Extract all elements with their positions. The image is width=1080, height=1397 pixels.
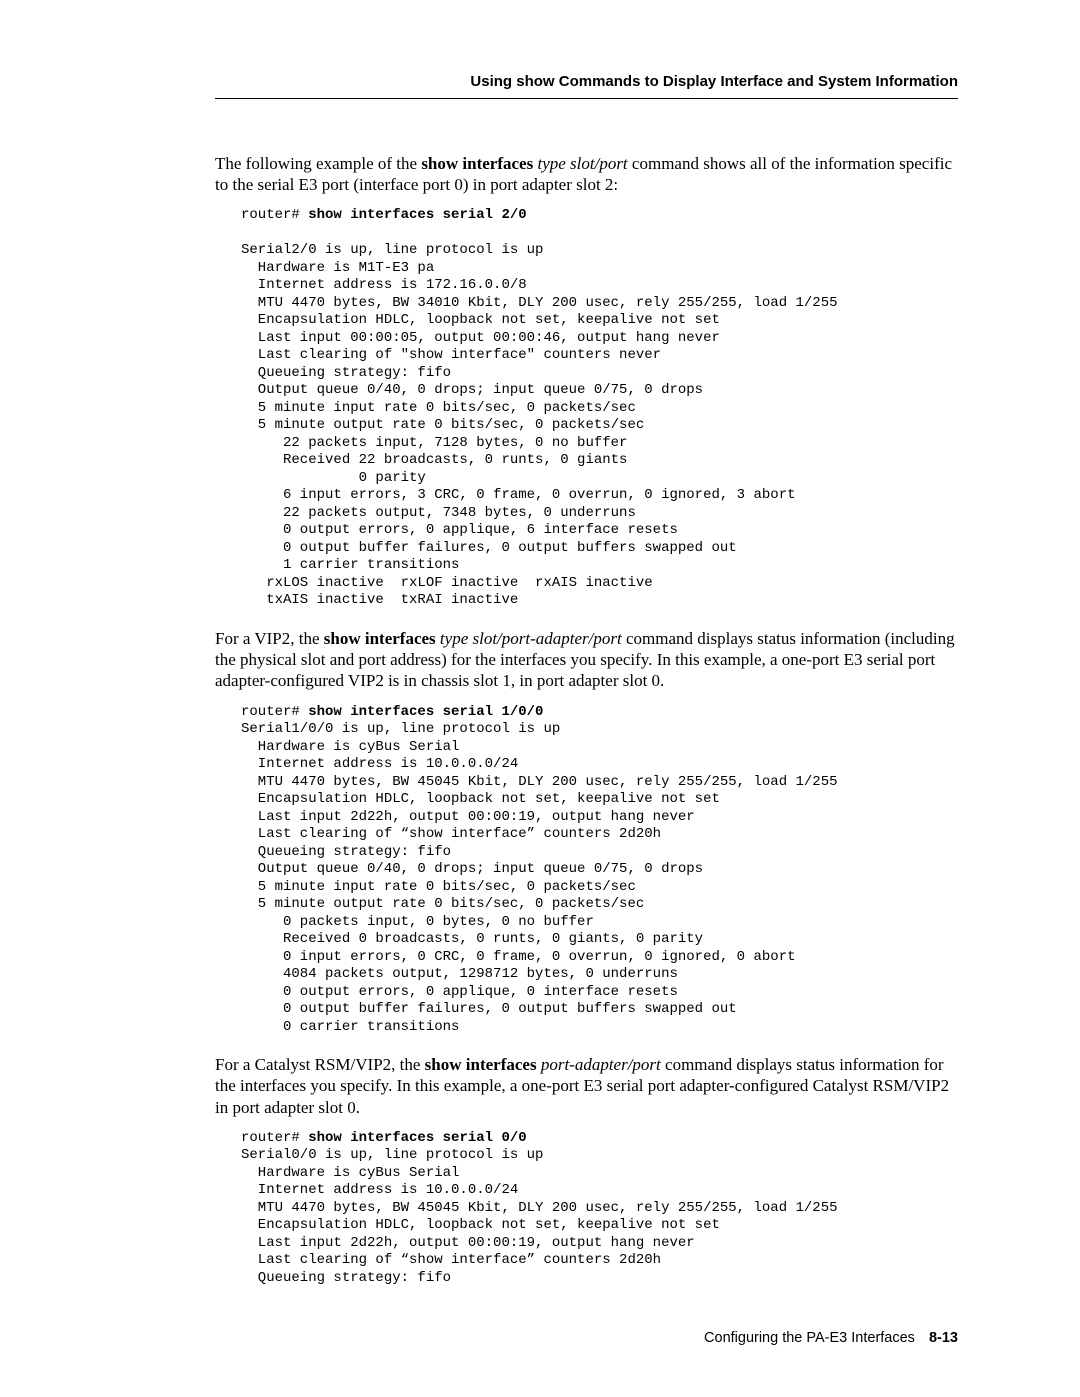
text: For a Catalyst RSM/VIP2, the [215, 1055, 425, 1074]
command-args: type slot/port-adapter/port [436, 629, 622, 648]
command-args: port-adapter/port [537, 1055, 661, 1074]
intro-paragraph-3: For a Catalyst RSM/VIP2, the show interf… [215, 1054, 958, 1118]
cli-output: Serial1/0/0 is up, line protocol is up H… [241, 721, 838, 1035]
intro-paragraph-1: The following example of the show interf… [215, 153, 958, 196]
cli-output: Serial0/0 is up, line protocol is up Har… [241, 1147, 838, 1286]
cli-command: show interfaces serial 0/0 [308, 1130, 526, 1146]
cli-command: show interfaces serial 2/0 [308, 207, 526, 223]
command-args: type slot/port [533, 154, 627, 173]
page: Using show Commands to Display Interface… [0, 0, 1080, 1397]
code-block-2: router# show interfaces serial 1/0/0 Ser… [241, 704, 958, 1037]
text: For a VIP2, the [215, 629, 324, 648]
running-head: Using show Commands to Display Interface… [215, 73, 958, 99]
cli-prompt: router# [241, 704, 308, 720]
code-block-1: router# show interfaces serial 2/0 Seria… [241, 207, 958, 610]
code-block-3: router# show interfaces serial 0/0 Seria… [241, 1130, 958, 1288]
text: The following example of the [215, 154, 421, 173]
intro-paragraph-2: For a VIP2, the show interfaces type slo… [215, 628, 958, 692]
cli-output: Serial2/0 is up, line protocol is up Har… [241, 242, 838, 608]
command-name: show interfaces [425, 1055, 537, 1074]
footer-title: Configuring the PA-E3 Interfaces [704, 1330, 915, 1346]
cli-command: show interfaces serial 1/0/0 [308, 704, 543, 720]
cli-prompt: router# [241, 207, 308, 223]
command-name: show interfaces [421, 154, 533, 173]
page-footer: Configuring the PA-E3 Interfaces 8-13 [704, 1329, 958, 1347]
command-name: show interfaces [324, 629, 436, 648]
cli-prompt: router# [241, 1130, 308, 1146]
page-number: 8-13 [929, 1330, 958, 1346]
